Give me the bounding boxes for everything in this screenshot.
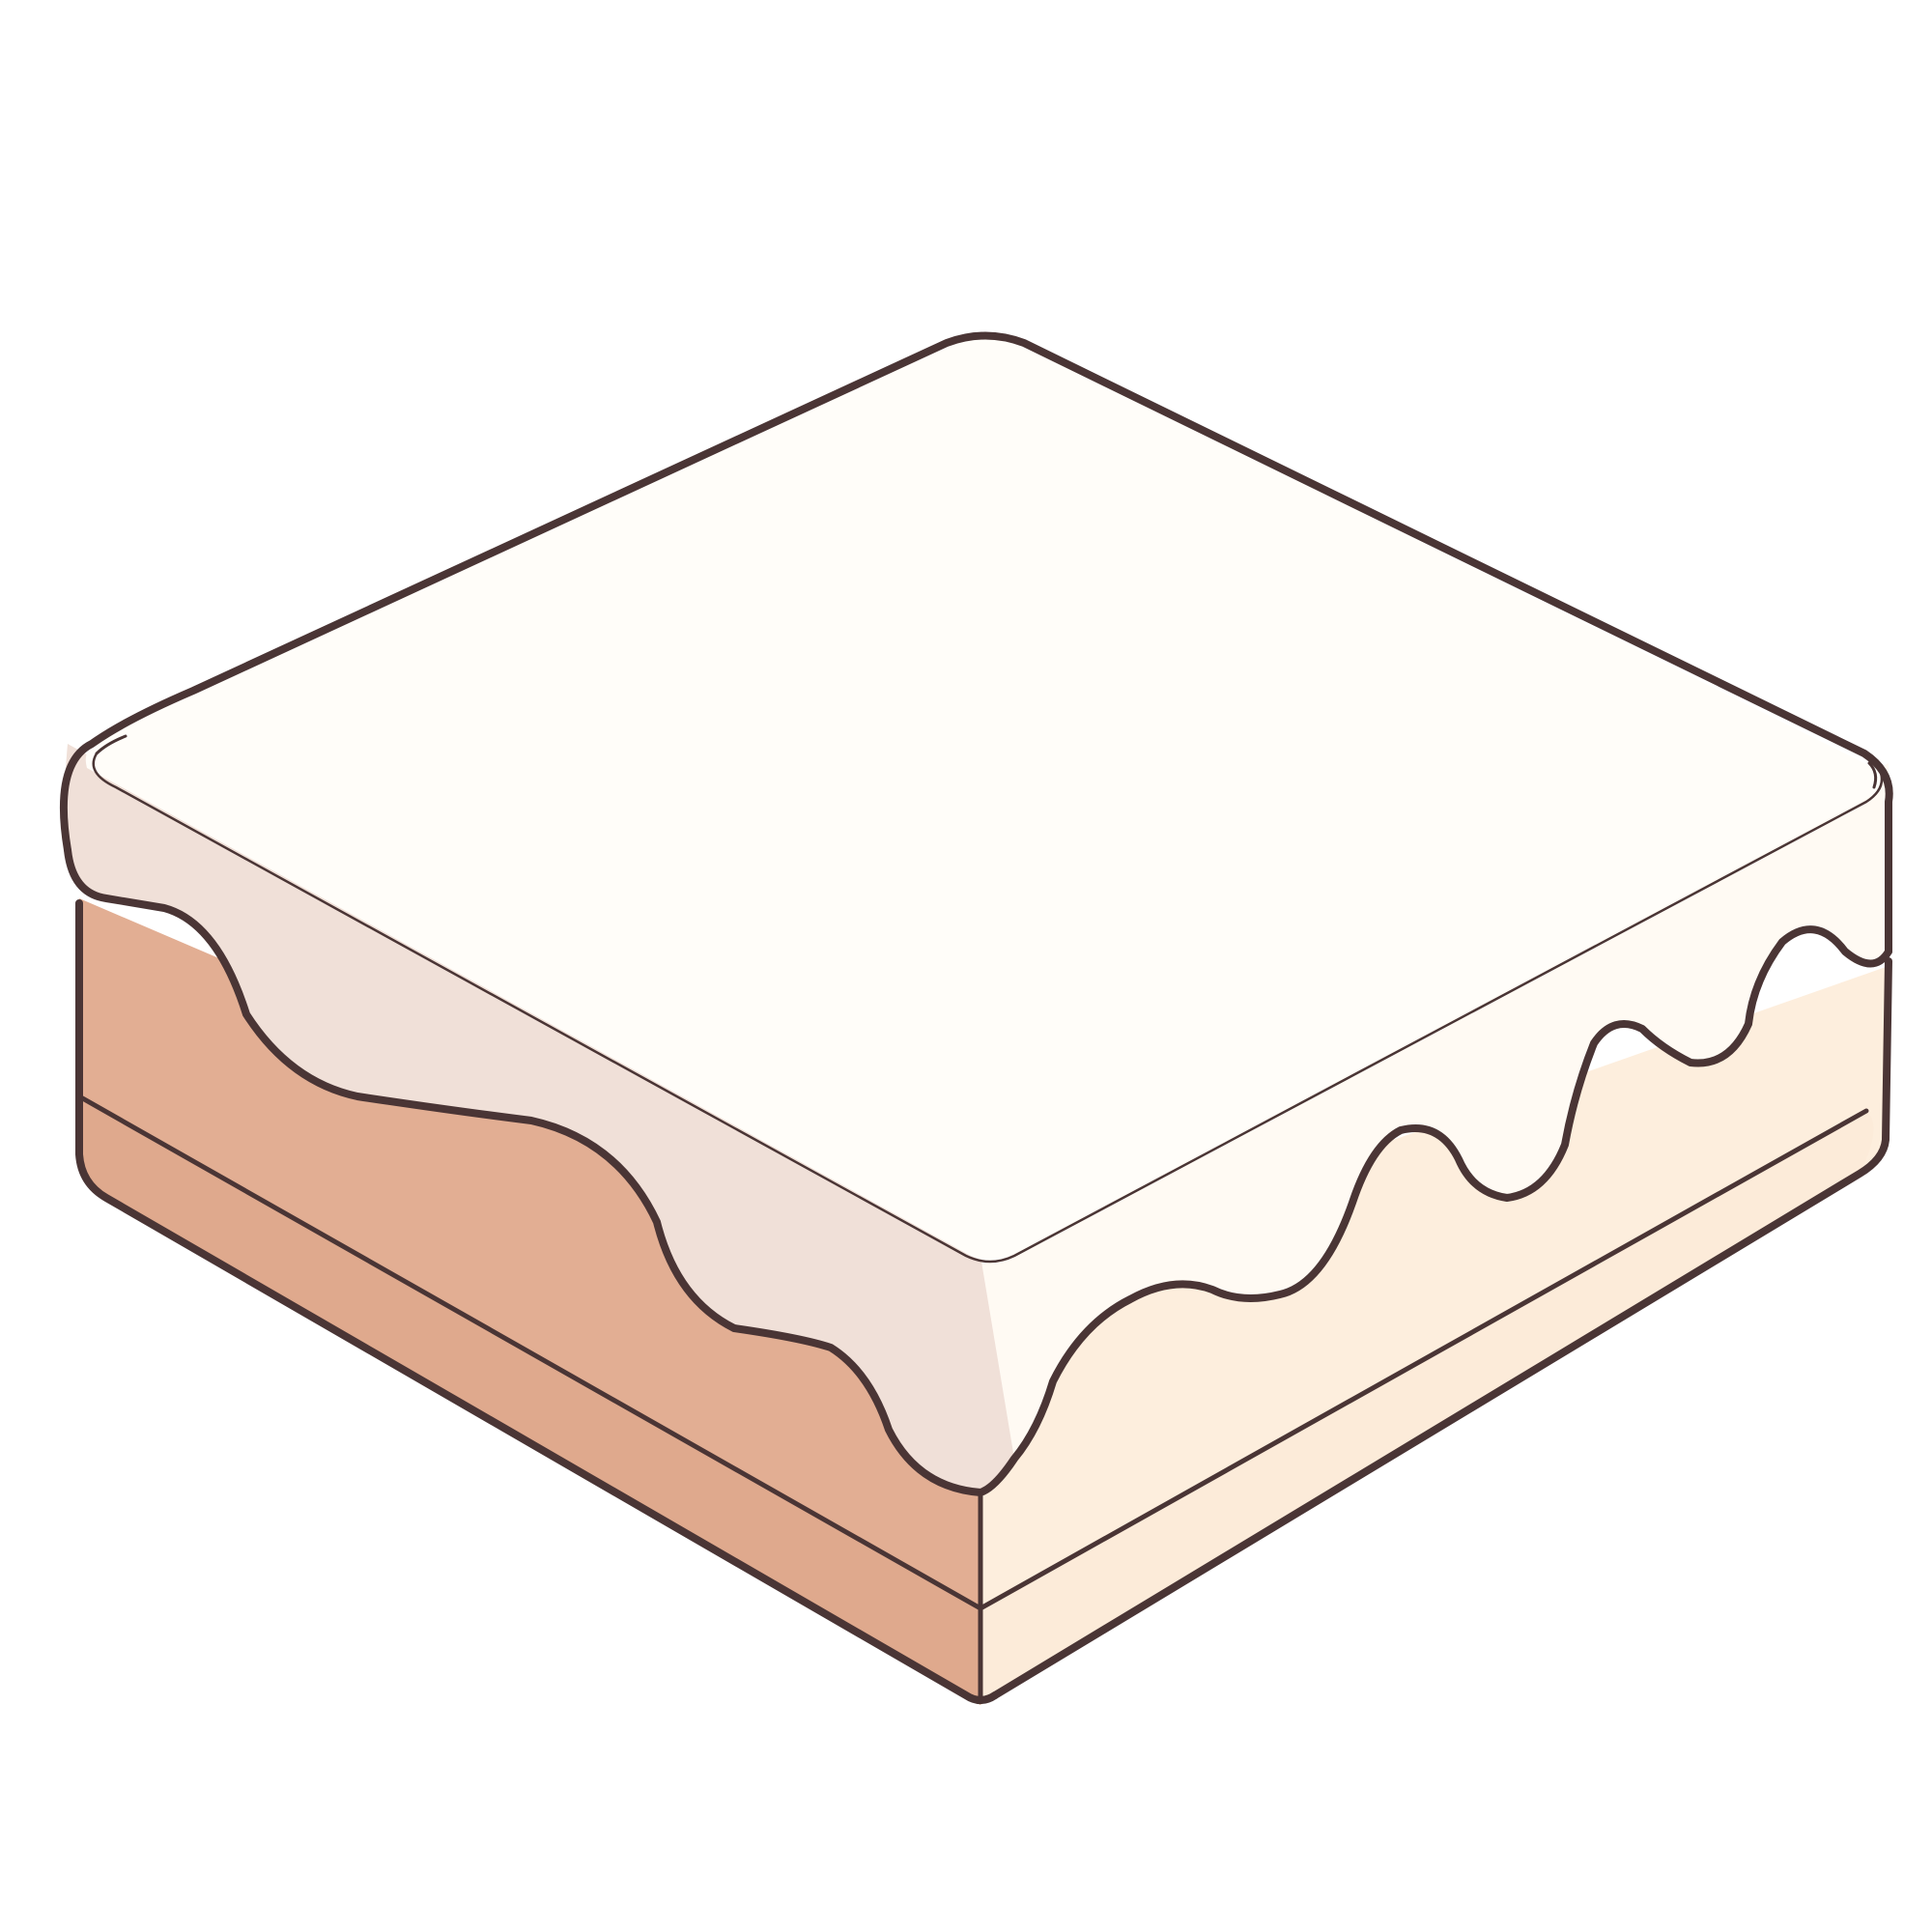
cake-left-base xyxy=(79,1096,980,1705)
frosting-top xyxy=(85,333,1883,1261)
outline-strokes xyxy=(59,331,1893,1704)
cake-right-base xyxy=(980,1111,1874,1705)
frosting-left-drip xyxy=(64,744,1082,1492)
